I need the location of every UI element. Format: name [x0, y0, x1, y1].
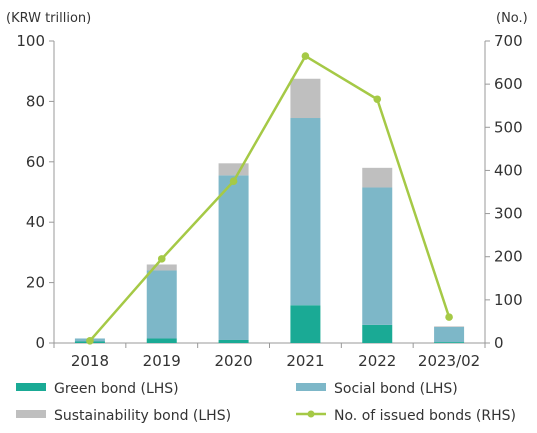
issued-bonds-point: [86, 337, 94, 345]
left-tick-label: 80: [26, 92, 45, 110]
left-tick-label: 60: [26, 153, 45, 171]
legend-issued-bonds-label: No. of issued bonds (RHS): [334, 408, 516, 424]
x-tick-label: 2019: [143, 352, 181, 370]
right-tick-label: 300: [494, 205, 523, 223]
bar-social-bond: [290, 118, 321, 306]
left-tick-label: 40: [26, 213, 45, 231]
x-tick-label: 2018: [71, 352, 109, 370]
legend-sustainability-bond-label: Sustainability bond (LHS): [54, 408, 231, 424]
right-tick-label: 400: [494, 161, 523, 179]
x-tick-label: 2021: [286, 352, 324, 370]
left-tick-label: 0: [35, 334, 45, 352]
right-tick-label: 0: [494, 334, 504, 352]
x-tick-label: 2020: [214, 352, 252, 370]
legend-issued-bonds-marker: [307, 410, 315, 418]
left-axis-unit: (KRW trillion): [6, 11, 91, 26]
issued-bonds-point: [157, 255, 166, 263]
bar-green-bond: [218, 339, 249, 343]
bar-sustainability-bond: [146, 264, 177, 271]
legend-green-bond-label: Green bond (LHS): [54, 381, 179, 397]
right-tick-label: 200: [494, 248, 523, 266]
bar-green-bond: [146, 338, 177, 343]
bar-social-bond: [218, 175, 249, 340]
issued-bonds-line: [88, 54, 451, 342]
bar-social-bond: [362, 187, 393, 325]
plot-area: 0 20 40 60 80 100 0 100 200 300 400 500 600 700 2018 20…: [16, 32, 522, 370]
legend-social-bond-swatch: [296, 383, 326, 391]
issued-bonds-point: [373, 95, 382, 104]
right-tick-label: 500: [494, 118, 523, 136]
bar-sustainability-bond: [434, 326, 465, 327]
issued-bonds-point: [301, 52, 310, 60]
bar-green-bond: [362, 324, 393, 343]
bar-social-bond: [146, 270, 177, 339]
x-tick-label: 2022: [358, 352, 396, 370]
issued-bonds-point: [445, 313, 453, 321]
x-tick-label: 2023/02: [418, 352, 480, 370]
bar-sustainability-bond: [290, 78, 321, 119]
right-tick-label: 100: [494, 291, 523, 309]
bar-green-bond: [290, 305, 321, 343]
right-tick-label: 600: [494, 75, 523, 93]
left-tick-label: 100: [16, 32, 45, 50]
bar-social-bond: [434, 326, 465, 343]
bar-sustainability-bond: [362, 167, 393, 188]
right-tick-label: 700: [494, 32, 523, 50]
right-axis-unit: (No.): [496, 11, 528, 26]
legend-sustainability-bond-swatch: [16, 410, 46, 418]
left-tick-label: 20: [26, 274, 45, 292]
legend-green-bond-swatch: [16, 383, 46, 391]
bar-green-bond: [434, 342, 465, 343]
issued-bonds-point: [229, 177, 238, 186]
legend: Green bond (LHS) Social bond (LHS) Sustain…: [16, 381, 516, 424]
legend-social-bond-label: Social bond (LHS): [334, 381, 458, 397]
